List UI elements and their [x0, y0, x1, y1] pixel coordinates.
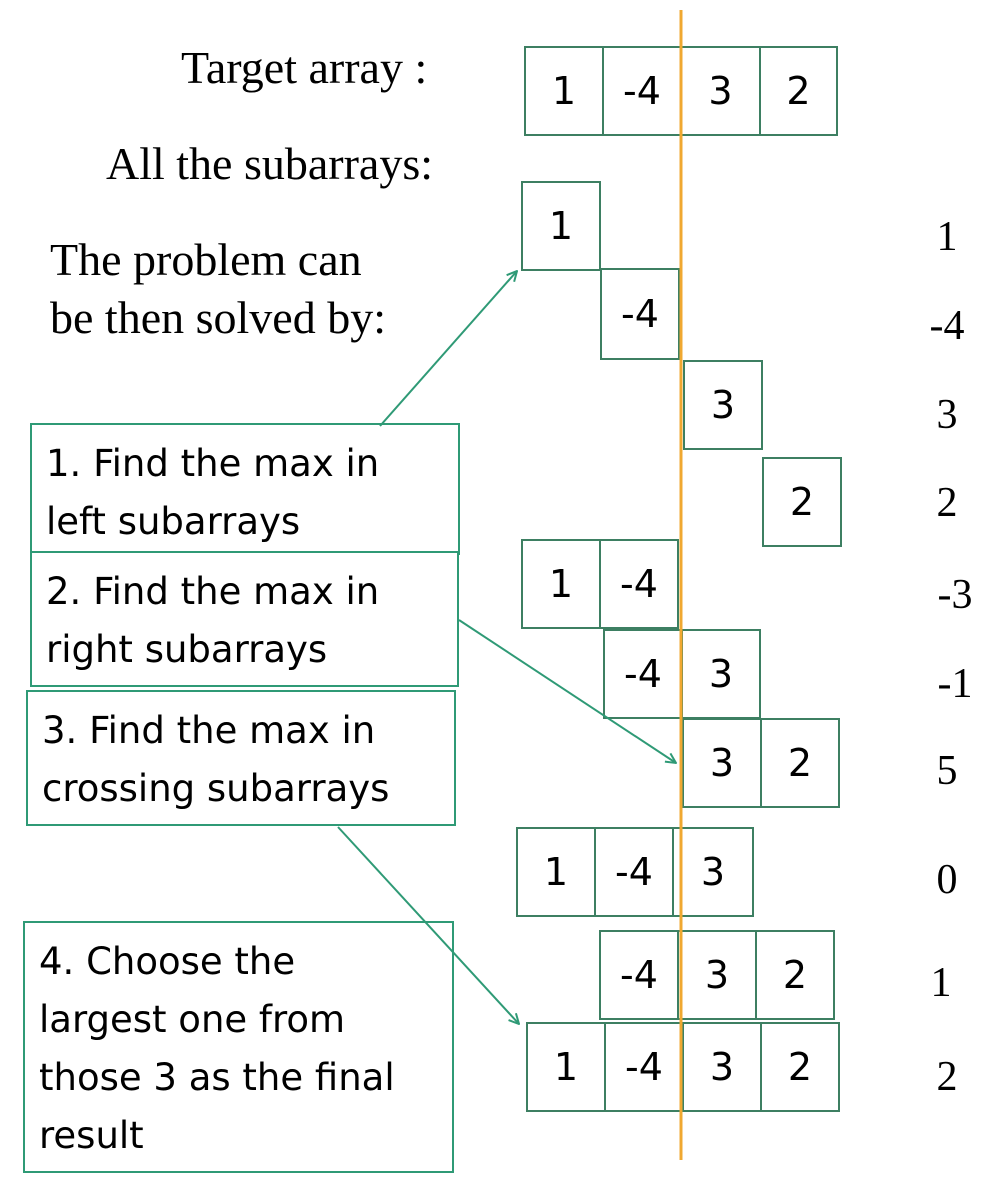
problem-line-2: be then solved by:: [50, 292, 386, 343]
subarray-8-cell-2: -4: [594, 827, 674, 917]
subarray-2-sum: -4: [929, 303, 965, 349]
subarray-5-cell-1: 1: [521, 539, 601, 629]
arrow-left-subarrays: [379, 271, 517, 427]
subarray-9-cell-2: 3: [677, 930, 757, 1020]
step-1-box: 1. Find the max in left subarrays: [30, 423, 460, 555]
step-4-text: 4. Choose the largest one from those 3 a…: [39, 940, 395, 1157]
step-3-text: 3. Find the max in crossing subarrays: [42, 709, 390, 810]
subarray-1-cell-1: 1: [521, 181, 601, 271]
subarray-5-sum: -3: [937, 572, 973, 618]
subarray-8-cell-3: 3: [672, 827, 754, 917]
subarray-3-sum: 3: [936, 392, 958, 438]
subarray-7-cell-2: 2: [760, 718, 840, 808]
subarray-1-sum: 1: [936, 214, 958, 260]
target-cell-3: 3: [680, 46, 761, 136]
subarray-6-cell-1: -4: [603, 629, 683, 719]
target-array-label: Target array :: [181, 42, 428, 93]
subarray-2-cell-1: -4: [600, 268, 680, 360]
subarray-9-sum: 1: [930, 960, 952, 1006]
step-3-box: 3. Find the max in crossing subarrays: [26, 690, 456, 826]
subarray-10-cell-4: 2: [760, 1022, 840, 1112]
step-4-box: 4. Choose the largest one from those 3 a…: [23, 921, 454, 1173]
subarray-9-cell-3: 2: [755, 930, 835, 1020]
subarray-10-cell-2: -4: [604, 1022, 684, 1112]
step-2-text: 2. Find the max in right subarrays: [46, 570, 380, 671]
subarray-10-cell-1: 1: [526, 1022, 606, 1112]
subarray-9-cell-1: -4: [599, 930, 679, 1020]
subarray-8-cell-1: 1: [516, 827, 596, 917]
subarray-6-cell-2: 3: [681, 629, 761, 719]
step-2-box: 2. Find the max in right subarrays: [30, 551, 459, 687]
subarray-7-cell-1: 3: [682, 718, 762, 808]
target-cell-1: 1: [524, 46, 604, 136]
problem-line-1: The problem can: [50, 234, 362, 285]
subarray-6-sum: -1: [937, 661, 973, 707]
subarray-7-sum: 5: [936, 748, 958, 794]
target-cell-2: -4: [602, 46, 682, 136]
subarray-10-sum: 2: [936, 1054, 958, 1100]
subarray-3-cell-1: 3: [683, 360, 763, 450]
target-cell-4: 2: [759, 46, 838, 136]
subarray-10-cell-3: 3: [682, 1022, 762, 1112]
subarray-8-sum: 0: [936, 857, 958, 903]
step-1-text: 1. Find the max in left subarrays: [46, 442, 380, 543]
subarray-4-cell-1: 2: [762, 457, 842, 547]
subarray-4-sum: 2: [936, 480, 958, 526]
subarrays-label: All the subarrays:: [106, 138, 434, 189]
subarray-5-cell-2: -4: [599, 539, 679, 629]
